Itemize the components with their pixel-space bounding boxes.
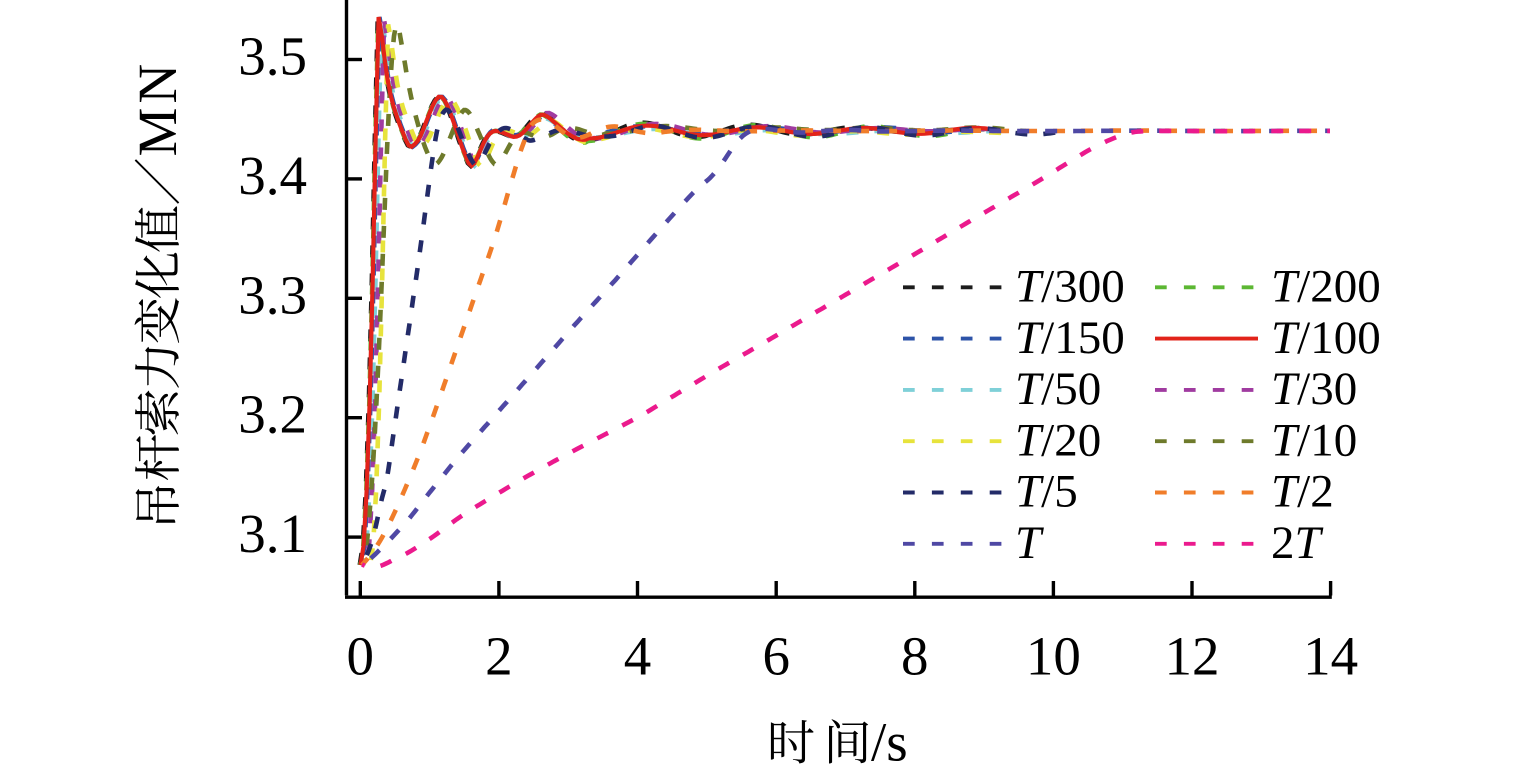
- svg-text:6: 6: [762, 626, 790, 687]
- svg-text:T/5: T/5: [1015, 466, 1078, 518]
- svg-text:T/20: T/20: [1015, 414, 1101, 466]
- svg-text:2: 2: [485, 626, 513, 687]
- svg-text:10: 10: [1026, 626, 1081, 687]
- svg-text:T/50: T/50: [1015, 363, 1101, 415]
- svg-text:T/200: T/200: [1271, 261, 1381, 313]
- svg-text:14: 14: [1303, 626, 1358, 687]
- svg-text:T/150: T/150: [1015, 312, 1125, 364]
- svg-text:T/10: T/10: [1271, 414, 1357, 466]
- svg-text:3.1: 3.1: [238, 503, 307, 564]
- svg-text:12: 12: [1165, 626, 1220, 687]
- svg-text:T/2: T/2: [1271, 466, 1334, 518]
- svg-text:3.3: 3.3: [238, 264, 307, 325]
- svg-text:MN: MN: [127, 60, 188, 157]
- svg-text:T: T: [1015, 517, 1044, 569]
- svg-text:4: 4: [624, 626, 652, 687]
- svg-text:3.4: 3.4: [238, 145, 307, 206]
- svg-text:/s: /s: [871, 712, 908, 773]
- svg-text:T/30: T/30: [1271, 363, 1357, 415]
- svg-text:T/300: T/300: [1015, 261, 1125, 313]
- svg-text:3.2: 3.2: [238, 384, 307, 445]
- svg-text:8: 8: [901, 626, 929, 687]
- svg-text:2T: 2T: [1271, 517, 1324, 569]
- svg-text:0: 0: [347, 626, 375, 687]
- svg-text:3.5: 3.5: [238, 26, 307, 87]
- svg-text:T/100: T/100: [1271, 312, 1381, 364]
